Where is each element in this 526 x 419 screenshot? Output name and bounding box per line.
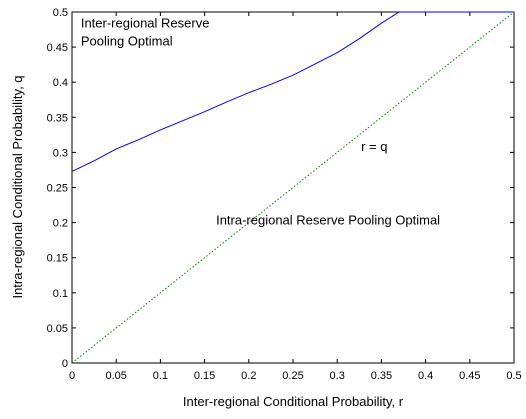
x-tick-label: 0.5	[506, 370, 521, 382]
x-tick-label: 0.35	[371, 370, 392, 382]
x-axis-label: Inter-regional Conditional Probability, …	[183, 394, 404, 409]
x-tick-label: 0.25	[282, 370, 303, 382]
y-axis-ticks: 0 0.05 0.1 0.15 0.2 0.25 0.3 0.35 0.4 0.45 0.5	[47, 7, 514, 370]
x-tick-label: 0	[69, 370, 75, 382]
annotations: Inter-regional Reserve Pooling Optimal r =…	[81, 15, 440, 227]
annotation-text: Inter-regional Reserve	[81, 15, 210, 30]
y-tick-label: 0.5	[53, 7, 68, 19]
series-line-1	[71, 11, 515, 364]
annotation-text: Pooling Optimal	[81, 34, 173, 49]
x-tick-label: 0.3	[330, 370, 345, 382]
series-line-0	[71, 11, 514, 172]
x-tick-label: 0.2	[241, 370, 256, 382]
y-tick-label: 0.2	[53, 218, 68, 230]
x-tick-label: 0.4	[418, 370, 433, 382]
y-tick-label: 0.15	[47, 253, 68, 265]
annotation-text: r = q	[361, 139, 387, 154]
y-tick-label: 0.35	[47, 112, 68, 124]
y-tick-label: 0.1	[53, 288, 68, 300]
y-tick-label: 0.25	[47, 183, 68, 195]
x-tick-label: 0.45	[459, 370, 480, 382]
y-tick-label: 0.45	[47, 42, 68, 54]
x-axis-ticks: 0 0.05 0.1 0.15 0.2 0.25 0.3 0.35 0.4 0.45 0.5	[69, 12, 522, 382]
x-tick-label: 0.05	[105, 370, 126, 382]
series-layer	[71, 11, 515, 364]
y-tick-label: 0.05	[47, 323, 68, 335]
x-tick-label: 0.15	[194, 370, 215, 382]
y-tick-label: 0.4	[53, 77, 68, 89]
y-tick-label: 0.3	[53, 147, 68, 159]
annotation-text: Intra-regional Reserve Pooling Optimal	[216, 213, 440, 228]
y-tick-label: 0	[62, 358, 68, 370]
x-tick-label: 0.1	[153, 370, 168, 382]
y-axis-label: Intra-regional Conditional Probability, …	[10, 75, 25, 298]
